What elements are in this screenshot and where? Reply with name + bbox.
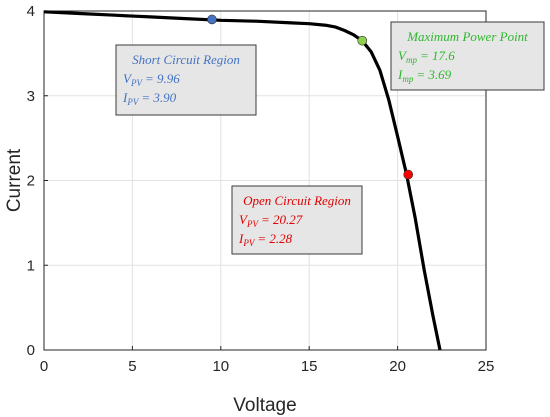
annotation-subscript: mp (402, 74, 413, 84)
x-tick-label: 5 (128, 358, 136, 375)
annotation-var: V (123, 71, 133, 86)
annotation-background (115, 44, 257, 116)
y-tick-label: 3 (27, 88, 35, 105)
data-marker (403, 169, 414, 180)
annotation-value: = 3.69 (416, 67, 451, 82)
markers (207, 14, 414, 180)
y-tick-label: 4 (27, 3, 35, 20)
x-tick-label: 10 (212, 358, 229, 375)
annotation-title: Short Circuit Region (132, 52, 240, 67)
annotation-line: IPV = 3.90 (122, 90, 177, 107)
annotation-background (231, 185, 363, 255)
y-tick-label: 0 (27, 342, 35, 359)
annotation-line: IPV = 2.28 (238, 231, 293, 248)
annotation-line: Imp = 3.69 (397, 67, 452, 84)
annotation-subscript: PV (130, 78, 143, 88)
annotation-value: = 9.96 (145, 71, 180, 86)
annotation-var: I (122, 90, 128, 105)
y-tick-label: 1 (27, 257, 35, 274)
x-tick-label: 15 (301, 358, 318, 375)
annotation-line: VPV = 9.96 (123, 71, 180, 88)
annotation-line: Vmp = 17.6 (398, 48, 455, 65)
y-tick-label: 2 (27, 173, 35, 190)
x-tick-label: 25 (478, 358, 495, 375)
annotation-subscript: PV (246, 219, 259, 229)
annotation-value: = 20.27 (261, 212, 303, 227)
ticks: 0 5 10 15 20 25 0 1 2 3 4 (27, 3, 495, 375)
annotation-title: Open Circuit Region (243, 193, 351, 208)
annotation-value: = 17.6 (420, 48, 455, 63)
annotation-var: I (397, 67, 403, 82)
annotation-background (390, 21, 545, 91)
annotation-subscript: mp (406, 55, 417, 65)
x-axis-label: Voltage (233, 395, 296, 416)
annotation-var: V (239, 212, 249, 227)
annotation-value: = 2.28 (257, 231, 292, 246)
x-tick-label: 20 (389, 358, 406, 375)
iv-curve-line (43, 10, 442, 351)
annotation-line: VPV = 20.27 (239, 212, 303, 229)
data-marker (207, 14, 217, 25)
annotation-var: V (398, 48, 408, 63)
annotation-title: Maximum Power Point (406, 29, 528, 44)
x-tick-label: 0 (40, 358, 48, 375)
annotation-value: = 3.90 (141, 90, 176, 105)
annotation-subscript: PV (242, 238, 255, 248)
data-marker (357, 35, 368, 46)
y-axis-label: Current (4, 148, 25, 212)
annotation-var: I (238, 231, 244, 246)
annotation-subscript: PV (126, 97, 139, 107)
